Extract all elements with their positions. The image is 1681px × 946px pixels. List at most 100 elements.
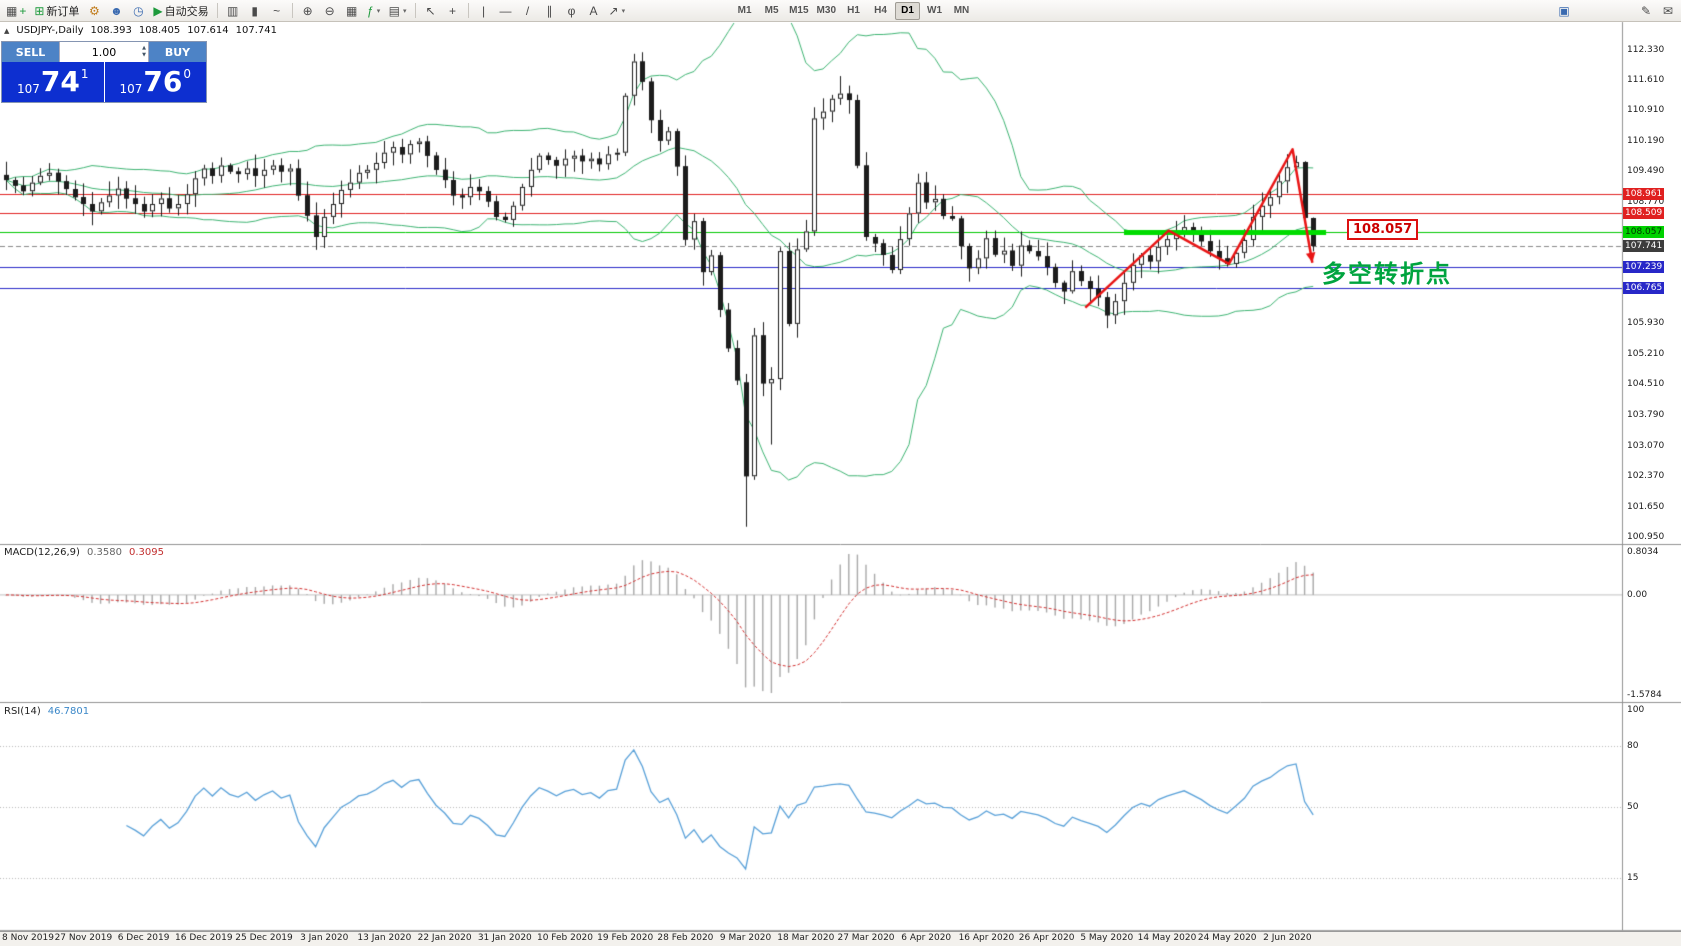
- new-order-label: 新订单: [46, 5, 80, 18]
- tile-windows-button[interactable]: ▦: [342, 2, 362, 20]
- time-axis[interactable]: [0, 931, 1681, 946]
- vertical-line-tool-button[interactable]: |: [474, 2, 494, 20]
- new-chart-icon: ▦: [6, 3, 18, 18]
- buy-price-pips: 76: [143, 65, 183, 98]
- crosshair-tool-button[interactable]: +: [443, 2, 463, 20]
- autotrading-play-icon: ▶: [153, 3, 163, 18]
- timeframe-d1-button[interactable]: D1: [895, 1, 920, 20]
- timeframe-h1-button[interactable]: H1: [841, 2, 866, 20]
- history-center-icon: ◷: [133, 3, 144, 18]
- buy-price-point: 0: [183, 67, 191, 81]
- bar-chart-mode-button[interactable]: ▥: [223, 2, 243, 20]
- volume-stepper[interactable]: ▲ ▼: [142, 45, 146, 59]
- expert-advisors-button[interactable]: ⚙: [84, 2, 104, 20]
- sell-price-prefix: 107: [16, 82, 40, 96]
- chevron-down-icon: ▾: [621, 7, 626, 15]
- templates-icon: ▤: [388, 3, 400, 18]
- rsi-panel-title: RSI(14) 46.7801: [4, 706, 89, 717]
- ohlc-close: 107.741: [235, 25, 277, 36]
- macd-panel-title: MACD(12,26,9) 0.3580 0.3095: [4, 547, 164, 558]
- rsi-value: 46.7801: [47, 706, 90, 717]
- chevron-down-icon: ▾: [403, 7, 407, 15]
- compose-button[interactable]: ✎: [1636, 2, 1656, 20]
- spinner-down-icon[interactable]: ▼: [142, 52, 146, 58]
- turning-point-annotation: 多空转折点: [1322, 260, 1452, 288]
- chevron-down-icon: ▾: [376, 7, 381, 15]
- indicators-button[interactable]: ƒ ▾: [364, 2, 384, 20]
- zoom-out-icon: ⊖: [324, 3, 335, 18]
- ohlc-high: 108.405: [138, 25, 181, 36]
- trendline-icon: /: [525, 3, 530, 18]
- bar-chart-icon: ▥: [226, 3, 239, 18]
- toolbar-separator: [414, 3, 416, 18]
- arrows-tool-icon: ↗: [608, 3, 619, 18]
- timeframe-h4-button[interactable]: H4: [868, 2, 893, 20]
- timeframe-m15-button[interactable]: M15: [786, 2, 811, 20]
- spinner-up-icon[interactable]: ▲: [142, 45, 146, 51]
- tile-windows-icon: ▦: [345, 3, 358, 18]
- macd-main-value: 0.3580: [86, 547, 122, 558]
- one-click-trading-panel: SELL 1.00 ▲ ▼ BUY 107 74 1 107 76 0: [1, 41, 207, 103]
- cursor-icon: ↖: [425, 3, 436, 18]
- new-order-button[interactable]: ⊞ 新订单: [31, 2, 82, 20]
- rsi-label: RSI(14): [4, 706, 41, 717]
- compose-icon: ✎: [1640, 3, 1652, 18]
- timeframe-m1-button[interactable]: M1: [732, 2, 757, 20]
- history-center-button[interactable]: ◷: [128, 2, 148, 20]
- new-order-icon: ⊞: [34, 3, 45, 18]
- news-icon: ▣: [1558, 3, 1570, 18]
- buy-price-button[interactable]: 107 76 0: [104, 62, 206, 102]
- line-chart-icon: ~: [273, 3, 281, 18]
- text-tool-button[interactable]: A: [584, 2, 604, 20]
- channel-tool-button[interactable]: ∥: [540, 2, 560, 20]
- crosshair-icon: +: [449, 3, 457, 18]
- horizontal-line-tool-button[interactable]: —: [496, 2, 516, 20]
- vertical-line-icon: |: [481, 3, 486, 18]
- templates-button[interactable]: ▤ ▾: [386, 2, 410, 20]
- mailbox-icon: ✉: [1662, 3, 1674, 18]
- candlestick-mode-button[interactable]: ▮: [245, 2, 265, 20]
- zoom-out-button[interactable]: ⊖: [320, 2, 340, 20]
- trendline-tool-button[interactable]: /: [518, 2, 538, 20]
- cursor-tool-button[interactable]: ↖: [421, 2, 441, 20]
- mailbox-button[interactable]: ✉: [1658, 2, 1678, 20]
- symbol-ohlc-line: ▲ USDJPY-,Daily 108.393 108.405 107.614 …: [4, 25, 277, 36]
- timeframe-mn-button[interactable]: MN: [949, 2, 974, 20]
- horizontal-line-icon: —: [499, 3, 512, 18]
- zoom-in-button[interactable]: ⊕: [298, 2, 318, 20]
- channel-icon: ∥: [546, 3, 553, 18]
- buy-button[interactable]: BUY: [149, 42, 206, 62]
- macd-signal-value: 0.3095: [128, 547, 164, 558]
- buy-price-prefix: 107: [119, 82, 143, 96]
- toolbar-separator: [467, 3, 469, 18]
- ohlc-open: 108.393: [90, 25, 132, 36]
- new-chart-button[interactable]: ▦ +: [3, 2, 29, 20]
- chart-marker-icon: ▲: [4, 26, 10, 35]
- autotrading-button[interactable]: ▶ 自动交易: [150, 2, 211, 20]
- symbol-name: USDJPY-,Daily: [16, 25, 84, 36]
- toolbar-separator: [216, 3, 218, 18]
- timeframe-w1-button[interactable]: W1: [922, 2, 947, 20]
- sell-button[interactable]: SELL: [2, 42, 59, 62]
- arrows-tool-button[interactable]: ↗ ▾: [606, 2, 629, 20]
- news-button[interactable]: ▣: [1554, 2, 1574, 20]
- sell-price-button[interactable]: 107 74 1: [2, 62, 104, 102]
- fibonacci-tool-button[interactable]: φ: [562, 2, 582, 20]
- timeframe-m30-button[interactable]: M30: [814, 2, 839, 20]
- user-profile-icon: ☻: [110, 3, 123, 18]
- line-chart-mode-button[interactable]: ~: [267, 2, 287, 20]
- user-profile-button[interactable]: ☻: [106, 2, 126, 20]
- timeframe-m5-button[interactable]: M5: [759, 2, 784, 20]
- fibonacci-icon: φ: [567, 3, 576, 18]
- toolbar-separator: [291, 3, 293, 18]
- volume-value: 1.00: [91, 45, 117, 59]
- expert-advisors-icon: ⚙: [89, 3, 100, 18]
- price-tag-108057: 108.057: [1347, 219, 1419, 240]
- sell-price-point: 1: [80, 67, 89, 81]
- indicators-icon: ƒ: [367, 3, 374, 18]
- macd-label: MACD(12,26,9): [4, 547, 80, 558]
- volume-input[interactable]: 1.00 ▲ ▼: [59, 42, 149, 62]
- candlestick-icon: ▮: [251, 3, 258, 18]
